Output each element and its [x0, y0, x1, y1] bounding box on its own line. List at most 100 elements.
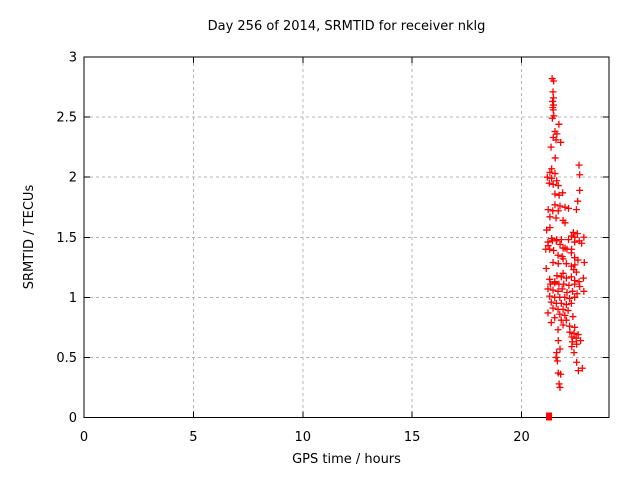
data-point-marker [549, 286, 557, 294]
data-point-marker [580, 258, 588, 266]
data-point-marker [546, 280, 554, 288]
axis-square-marker [546, 412, 553, 421]
data-point-marker [552, 214, 560, 222]
data-point-marker [557, 273, 565, 281]
data-point-marker [568, 343, 576, 351]
data-point-marker [551, 279, 559, 287]
data-point-marker [563, 289, 571, 297]
data-point-marker [544, 285, 552, 293]
data-point-marker [545, 179, 553, 187]
data-point-marker [568, 338, 576, 346]
data-point-marker [556, 310, 564, 318]
data-point-marker [576, 171, 584, 179]
data-point-marker [557, 236, 565, 244]
data-point-marker [551, 190, 559, 198]
data-point-marker [572, 206, 580, 214]
data-point-marker [549, 304, 557, 312]
data-point-marker [554, 207, 562, 215]
data-point-marker [567, 262, 575, 270]
data-point-marker [580, 287, 588, 295]
data-point-marker [570, 349, 578, 357]
data-point-marker [562, 301, 570, 309]
data-point-marker [554, 337, 562, 345]
data-point-marker [573, 340, 581, 348]
data-point-marker [546, 292, 554, 300]
data-point-marker [550, 77, 558, 85]
data-point-marker [554, 251, 562, 259]
data-point-marker [544, 206, 552, 214]
data-point-marker [566, 328, 574, 336]
data-point-marker [565, 281, 573, 289]
data-point-marker [557, 370, 565, 378]
data-point-marker [578, 239, 586, 247]
data-point-marker [570, 329, 578, 337]
data-point-marker [574, 197, 582, 205]
data-point-marker [568, 232, 576, 240]
data-point-marker [554, 287, 562, 295]
data-point-marker [544, 309, 552, 317]
x-axis-label: GPS time / hours [292, 452, 401, 467]
data-point-marker [553, 357, 561, 365]
data-point-marker [573, 358, 581, 366]
data-point-marker [549, 94, 557, 102]
data-point-marker [562, 274, 570, 282]
data-point-marker [552, 353, 560, 361]
x-tick-label: 5 [189, 430, 197, 445]
data-point-marker [554, 182, 562, 190]
data-point-marker [546, 275, 554, 283]
data-point-marker [556, 383, 564, 391]
data-point-marker [553, 177, 561, 185]
chart-title: Day 256 of 2014, SRMTID for receiver nkl… [207, 19, 486, 34]
data-point-marker [551, 314, 559, 322]
data-point-marker [549, 97, 557, 105]
y-tick-label: 1.5 [56, 231, 77, 246]
data-point-marker [547, 143, 555, 151]
data-point-marker [551, 154, 559, 162]
data-point-marker [555, 191, 563, 199]
data-point-marker [574, 331, 582, 339]
data-point-marker [574, 256, 582, 264]
data-point-marker [561, 293, 569, 301]
data-point-marker [559, 321, 567, 329]
data-point-marker [559, 269, 567, 277]
data-point-marker [546, 213, 554, 221]
data-point-marker [543, 173, 551, 181]
y-tick-label: 3 [69, 51, 77, 66]
data-point-marker [568, 287, 576, 295]
data-point-marker [561, 311, 569, 319]
data-point-marker [571, 293, 579, 301]
data-point-marker [567, 273, 575, 281]
data-point-marker [547, 298, 555, 306]
data-point-marker [558, 285, 566, 293]
data-point-marker [548, 165, 556, 173]
data-point-marker [557, 299, 565, 307]
data-point-marker [544, 242, 552, 250]
data-point-marker [574, 367, 582, 375]
data-point-marker [551, 201, 559, 209]
x-tick-label: 20 [513, 430, 530, 445]
data-point-marker [557, 138, 565, 146]
data-point-marker [551, 170, 559, 178]
data-point-marker [554, 326, 562, 334]
y-tick-label: 1 [69, 291, 77, 306]
data-point-marker [549, 106, 557, 114]
data-point-marker [555, 120, 563, 128]
x-tick-label: 15 [404, 430, 421, 445]
data-point-marker [559, 255, 567, 263]
data-point-marker [573, 230, 581, 238]
data-point-marker [565, 204, 573, 212]
data-point-marker [575, 278, 583, 286]
data-point-marker [564, 307, 572, 315]
data-point-marker [569, 228, 577, 236]
data-point-marker [575, 161, 583, 169]
data-point-marker [546, 168, 554, 176]
x-tick-label: 0 [80, 430, 88, 445]
data-point-marker [578, 364, 586, 372]
data-point-marker [562, 260, 570, 268]
data-point-marker [577, 337, 585, 345]
data-point-marker [569, 313, 577, 321]
data-point-marker [543, 226, 551, 234]
data-point-marker [566, 322, 574, 330]
data-point-marker [573, 290, 581, 298]
